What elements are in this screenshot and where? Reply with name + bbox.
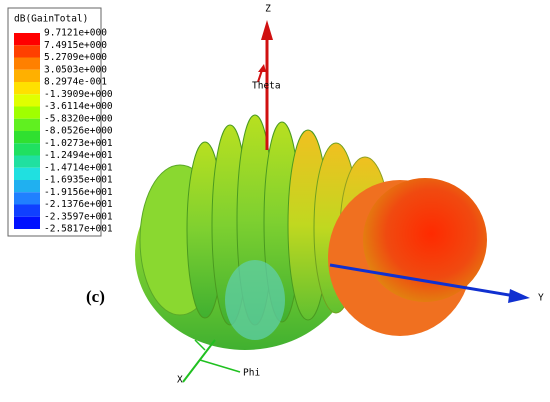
legend-label: 8.2974e-001 [44,77,107,88]
legend-swatch [14,192,40,205]
legend-label: 5.2709e+000 [44,52,107,63]
axis-label: Phi [243,368,260,379]
legend-swatch [14,167,40,180]
legend-label: -1.0273e+001 [44,138,113,149]
legend-label: -2.1376e+001 [44,199,113,210]
legend-label: -2.5817e+001 [44,224,113,235]
legend-swatch [14,82,40,95]
legend-label: -1.2494e+001 [44,150,113,161]
legend-label: -1.9156e+001 [44,187,113,198]
legend-swatch [14,204,40,217]
legend: dB(GainTotal) 9.7121e+0007.4915e+0005.27… [7,7,113,237]
legend-swatch [14,143,40,156]
axis-label: Z [265,4,271,15]
legend-swatch [14,69,40,82]
legend-label: -8.0526e+000 [44,126,113,137]
legend-label: -5.8320e+000 [44,113,113,124]
legend-swatch [14,131,40,144]
pattern [135,114,487,350]
legend-swatch [14,155,40,168]
legend-swatch [14,180,40,193]
legend-swatch [14,57,40,70]
legend-swatch [14,118,40,131]
axes [182,20,530,383]
legend-title: dB(GainTotal) [14,14,88,25]
legend-label: -1.3909e+000 [44,89,113,100]
legend-swatch [14,106,40,119]
legend-label: -2.3597e+001 [44,211,113,222]
axis-label: Theta [252,81,281,92]
legend-label: -3.6114e+000 [44,101,113,112]
legend-swatch [14,216,40,229]
axis-label: Y [538,293,544,304]
legend-label: 3.0503e+000 [44,64,107,75]
legend-swatch [14,33,40,46]
axis-label: X [177,375,183,386]
legend-label: -1.6935e+001 [44,175,113,186]
legend-swatch [14,94,40,107]
legend-label: 7.4915e+000 [44,40,107,51]
panel-label: (c) [86,287,105,306]
legend-label: -1.4714e+001 [44,162,113,173]
legend-label: 9.7121e+000 [44,28,107,39]
legend-swatch [14,45,40,58]
